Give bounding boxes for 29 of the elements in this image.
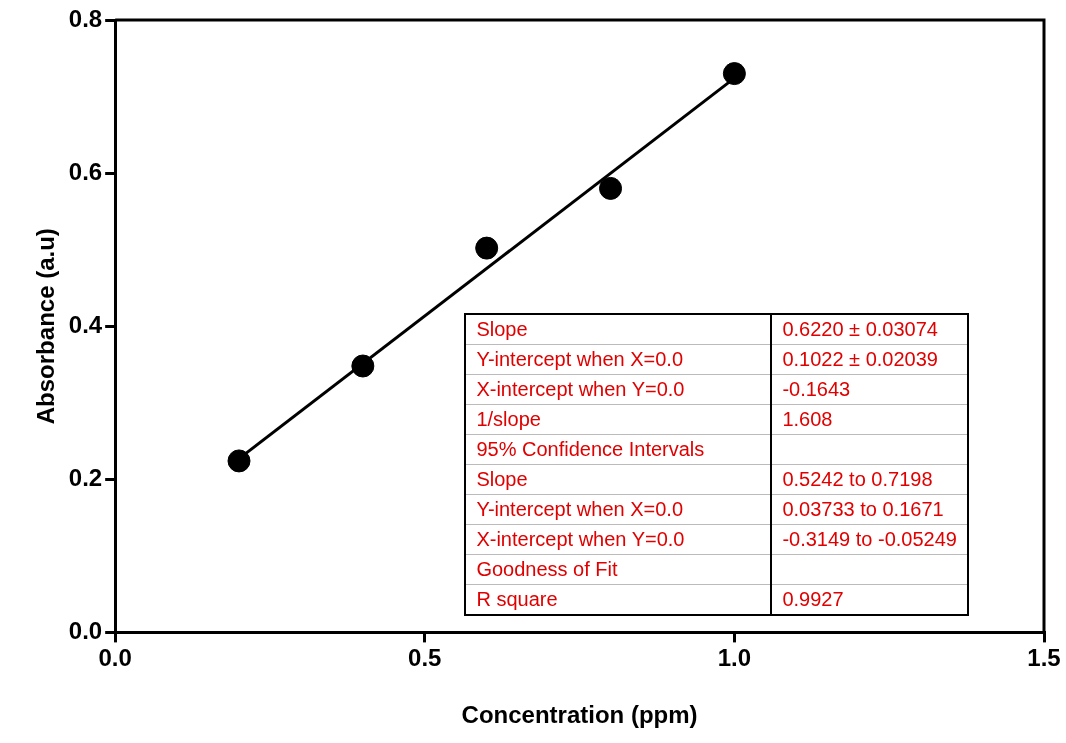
y-tick-label: 0.6 (68, 157, 103, 185)
x-tick-label: 1.5 (1027, 644, 1061, 672)
annotation: Goodness of Fit (465, 554, 772, 585)
annotation: -0.1643 (771, 374, 968, 405)
annotation: X-intercept when Y=0.0 (465, 524, 772, 555)
y-tick-label: 0.2 (68, 463, 103, 491)
x-tick-label: 0.5 (408, 644, 442, 672)
annotation: R square (465, 584, 772, 616)
annotation: Y-intercept when X=0.0 (465, 344, 772, 375)
x-axis-title: Concentration (ppm) (461, 701, 698, 729)
annotation: 0.03733 to 0.1671 (771, 494, 968, 525)
annotation: Y-intercept when X=0.0 (465, 494, 772, 525)
annotation: 95% Confidence Intervals (465, 434, 772, 465)
annotation: 0.1022 ± 0.02039 (771, 344, 968, 375)
y-tick-label: 0.4 (68, 310, 103, 338)
annotation: Slope (465, 314, 772, 345)
annotation: 0.5242 to 0.7198 (771, 464, 968, 495)
x-tick-label: 1.0 (717, 644, 752, 672)
y-tick-label: 0.0 (68, 617, 103, 645)
annotation: 0.6220 ± 0.03074 (771, 314, 968, 345)
annotation: Slope (465, 464, 772, 495)
annotation: X-intercept when Y=0.0 (465, 374, 772, 405)
annotation: 1.608 (771, 404, 968, 435)
annotation: -0.3149 to -0.05249 (771, 524, 968, 555)
annotation: 0.9927 (771, 584, 968, 616)
x-tick-label: 0.0 (98, 644, 132, 672)
y-axis-title: Absorbance (a.u) (32, 228, 60, 425)
y-tick-label: 0.8 (68, 4, 103, 32)
annotation: 1/slope (465, 404, 772, 435)
